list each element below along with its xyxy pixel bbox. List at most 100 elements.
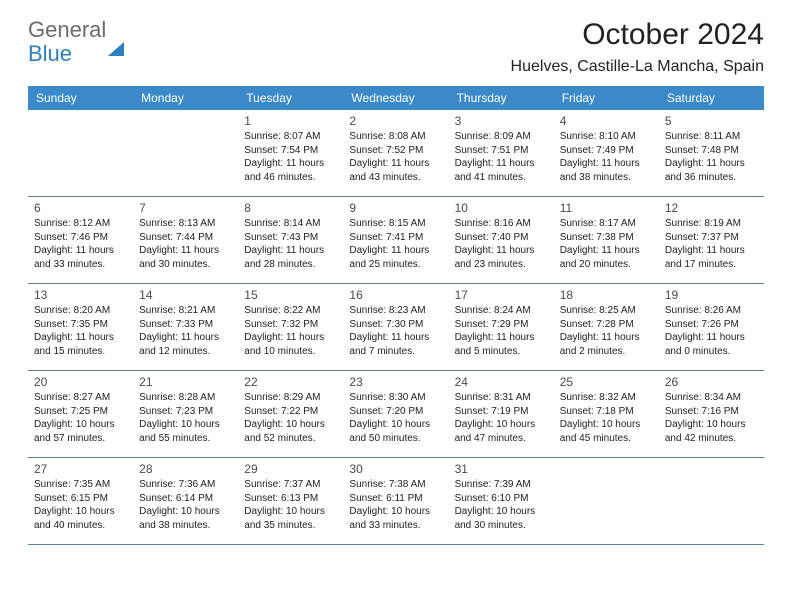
info-suffix: minutes. [275,346,316,357]
day-info: Sunrise: 8:19 AMSunset: 7:37 PMDaylight:… [665,217,758,271]
info-prefix: Sunrise: [455,131,494,142]
info-line: and 25 minutes. [349,258,442,272]
info-prefix: Daylight: [665,332,707,343]
info-value: 7:37 PM [702,232,739,243]
info-suffix: hours [192,506,220,517]
info-prefix: Sunset: [244,319,281,330]
info-suffix: minutes. [590,433,631,444]
info-value: 6:13 PM [281,493,318,504]
info-line: and 0 minutes. [665,345,758,359]
day-number: 10 [455,201,548,215]
info-prefix: Daylight: [455,158,497,169]
info-value: 7:26 PM [702,319,739,330]
info-value: 11 [601,332,611,343]
info-value: 17 [684,259,695,270]
info-line: Sunrise: 8:25 AM [560,304,653,318]
info-line: Sunrise: 8:12 AM [34,217,127,231]
info-prefix: Daylight: [665,158,707,169]
info-line: Sunset: 7:38 PM [560,231,653,245]
info-prefix: Sunset: [244,406,281,417]
day-header: Saturday [659,86,764,110]
day-info: Sunrise: 8:26 AMSunset: 7:26 PMDaylight:… [665,304,758,358]
day-info: Sunrise: 8:11 AMSunset: 7:48 PMDaylight:… [665,130,758,184]
info-value: 8:17 AM [599,218,636,229]
info-line: and 36 minutes. [665,171,758,185]
day-info: Sunrise: 8:14 AMSunset: 7:43 PMDaylight:… [244,217,337,271]
info-line: Sunrise: 7:37 AM [244,478,337,492]
day-info: Sunrise: 7:35 AMSunset: 6:15 PMDaylight:… [34,478,127,532]
day-header-row: SundayMondayTuesdayWednesdayThursdayFrid… [28,86,764,110]
info-prefix: and [665,172,684,183]
info-line: and 30 minutes. [455,519,548,533]
calendar-day-cell: 13Sunrise: 8:20 AMSunset: 7:35 PMDayligh… [28,284,133,371]
info-prefix: Daylight: [139,506,181,517]
info-value: 7:30 PM [386,319,423,330]
info-line: and 46 minutes. [244,171,337,185]
info-prefix: Sunrise: [665,131,704,142]
calendar-day-cell: 11Sunrise: 8:17 AMSunset: 7:38 PMDayligh… [554,197,659,284]
day-info: Sunrise: 8:30 AMSunset: 7:20 PMDaylight:… [349,391,442,445]
info-line: and 55 minutes. [139,432,232,446]
info-value: 7:48 PM [702,145,739,156]
day-header: Sunday [28,86,133,110]
info-prefix: and [244,433,263,444]
info-line: Sunrise: 8:28 AM [139,391,232,405]
info-suffix: minutes. [380,520,421,531]
calendar-day-cell: 3Sunrise: 8:09 AMSunset: 7:51 PMDaylight… [449,110,554,197]
info-value: 11 [496,158,506,169]
info-value: 8:13 AM [179,218,216,229]
info-value: 7:51 PM [491,145,528,156]
info-line: Daylight: 11 hours [560,331,653,345]
info-prefix: Sunset: [455,493,492,504]
info-prefix: and [455,346,474,357]
info-suffix: minutes. [65,346,106,357]
info-prefix: and [244,346,263,357]
info-prefix: Sunset: [665,145,702,156]
info-line: Daylight: 11 hours [34,331,127,345]
info-prefix: and [139,433,158,444]
info-prefix: Sunrise: [349,479,388,490]
info-prefix: Daylight: [139,332,181,343]
day-number: 6 [34,201,127,215]
info-line: Sunrise: 8:27 AM [34,391,127,405]
calendar-day-cell: 6Sunrise: 8:12 AMSunset: 7:46 PMDaylight… [28,197,133,284]
info-prefix: Daylight: [139,245,181,256]
info-value: 7:32 PM [281,319,318,330]
info-suffix: minutes. [695,172,736,183]
info-line: and 50 minutes. [349,432,442,446]
info-suffix: hours [297,506,325,517]
info-line: Sunset: 7:43 PM [244,231,337,245]
info-value: 10 [76,419,87,430]
info-prefix: Sunrise: [560,305,599,316]
info-prefix: Sunrise: [244,479,283,490]
info-value: 8:19 AM [704,218,741,229]
info-prefix: Daylight: [244,506,286,517]
info-suffix: hours [402,419,430,430]
day-info: Sunrise: 8:28 AMSunset: 7:23 PMDaylight:… [139,391,232,445]
day-info: Sunrise: 7:36 AMSunset: 6:14 PMDaylight:… [139,478,232,532]
info-line: Sunset: 6:14 PM [139,492,232,506]
info-value: 7:25 PM [71,406,108,417]
brand-word2: Blue [28,41,72,66]
info-prefix: Daylight: [139,419,181,430]
info-suffix: hours [717,332,745,343]
info-value: 8:28 AM [179,392,216,403]
info-prefix: Daylight: [560,332,602,343]
info-value: 8:10 AM [599,131,636,142]
info-value: 7:40 PM [491,232,528,243]
info-line: Daylight: 11 hours [349,244,442,258]
info-value: 8:34 AM [704,392,741,403]
info-value: 10 [601,419,612,430]
info-suffix: minutes. [65,259,106,270]
info-value: 8:21 AM [179,305,216,316]
info-line: and 17 minutes. [665,258,758,272]
info-suffix: minutes. [590,172,631,183]
info-line: Sunrise: 8:31 AM [455,391,548,405]
info-line: Daylight: 10 hours [455,505,548,519]
info-value: 7:33 PM [176,319,213,330]
info-value: 38 [579,172,590,183]
info-line: and 42 minutes. [665,432,758,446]
info-prefix: Sunset: [455,319,492,330]
info-line: Daylight: 11 hours [34,244,127,258]
calendar-day-cell: 12Sunrise: 8:19 AMSunset: 7:37 PMDayligh… [659,197,764,284]
